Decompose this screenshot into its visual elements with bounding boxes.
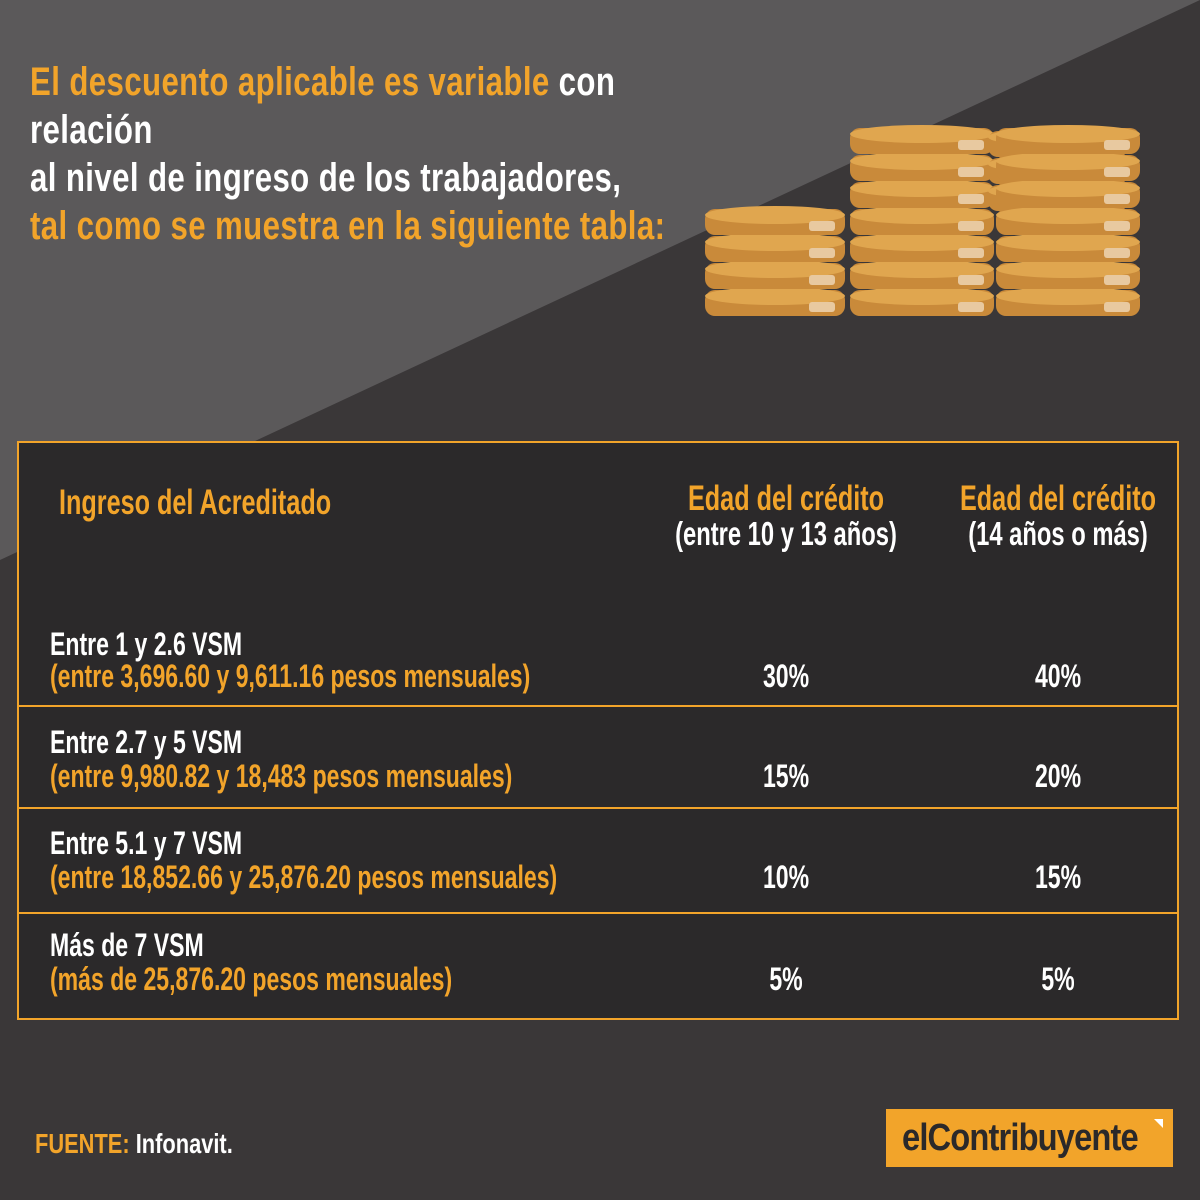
coin — [850, 125, 994, 154]
coin — [996, 152, 1140, 181]
header-income: Ingreso del Acreditado — [59, 483, 332, 522]
coin — [850, 233, 994, 262]
header-col2-sub: (14 años o más) — [968, 515, 1148, 552]
row-value-col2: 15% — [1034, 859, 1082, 895]
headline-line1-rest: con relación — [30, 60, 616, 152]
row-divider — [19, 912, 1177, 914]
coin-stacks-icon — [705, 125, 1140, 316]
headline-accent: El descuento aplicable es variable — [30, 60, 550, 104]
coin — [705, 287, 845, 316]
row-label: Entre 2.7 y 5 VSM — [50, 724, 243, 760]
table-row: Más de 7 VSM (más de 25,876.20 pesos men… — [19, 928, 1177, 1010]
headline-line3: tal como se muestra en la siguiente tabl… — [30, 204, 666, 248]
source-value: Infonavit. — [129, 1128, 233, 1159]
row-value-col1: 5% — [769, 961, 803, 997]
source-key: FUENTE: — [35, 1128, 130, 1159]
coin — [850, 260, 994, 289]
header-col2-title: Edad del crédito — [959, 479, 1157, 518]
row-label: Entre 1 y 2.6 VSM — [50, 626, 243, 662]
discount-table: Ingreso del Acreditado Edad del crédito … — [17, 441, 1179, 1020]
coin — [705, 260, 845, 289]
row-value-col2: 5% — [1041, 961, 1075, 997]
table-row: Entre 5.1 y 7 VSM (entre 18,852.66 y 25,… — [19, 826, 1177, 908]
coin — [996, 287, 1140, 316]
coin — [996, 206, 1140, 235]
coin — [996, 125, 1140, 154]
source-note: FUENTE: Infonavit. — [35, 1128, 233, 1160]
table-row: Entre 2.7 y 5 VSM (entre 9,980.82 y 18,4… — [19, 725, 1177, 807]
brand-logo: elContribuyente — [886, 1109, 1173, 1167]
row-label: Entre 5.1 y 7 VSM — [50, 825, 243, 861]
coin — [996, 233, 1140, 262]
row-label: Más de 7 VSM — [50, 927, 204, 963]
coin — [996, 179, 1140, 208]
row-value-col1: 30% — [762, 658, 810, 694]
header-col1-sub: (entre 10 y 13 años) — [675, 515, 897, 552]
coin — [996, 260, 1140, 289]
row-range: (entre 18,852.66 y 25,876.20 pesos mensu… — [50, 859, 558, 895]
row-range: (entre 3,696.60 y 9,611.16 pesos mensual… — [50, 658, 531, 694]
row-divider — [19, 705, 1177, 707]
coin — [705, 233, 845, 262]
table-row: Entre 1 y 2.6 VSM (entre 3,696.60 y 9,61… — [19, 623, 1177, 705]
coin — [850, 179, 994, 208]
row-value-col1: 10% — [762, 859, 810, 895]
row-value-col2: 20% — [1034, 758, 1082, 794]
coin — [705, 206, 845, 235]
headline: El descuento aplicable es variable con r… — [30, 58, 732, 250]
row-value-col2: 40% — [1034, 658, 1082, 694]
row-divider — [19, 807, 1177, 809]
coin — [850, 287, 994, 316]
headline-line2: al nivel de ingreso de los trabajadores, — [30, 156, 622, 200]
coin — [850, 152, 994, 181]
row-value-col1: 15% — [762, 758, 810, 794]
row-range: (entre 9,980.82 y 18,483 pesos mensuales… — [50, 758, 513, 794]
row-range: (más de 25,876.20 pesos mensuales) — [50, 961, 453, 997]
logo-text: elContribuyente — [902, 1117, 1139, 1159]
header-col1-title: Edad del crédito — [687, 479, 885, 518]
logo-corner-mark — [1154, 1119, 1163, 1128]
coin — [850, 206, 994, 235]
